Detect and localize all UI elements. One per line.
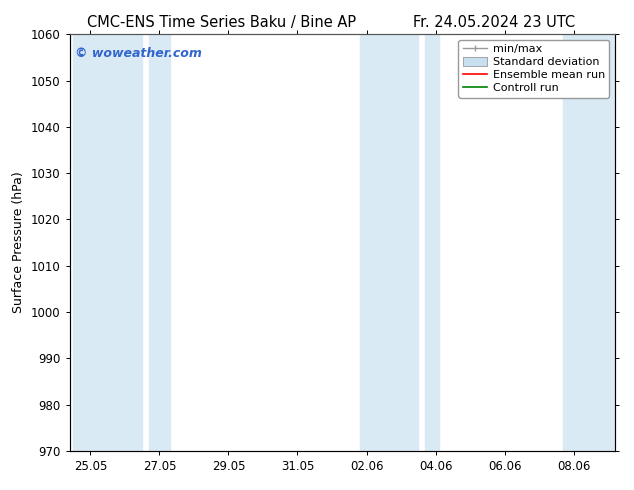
Y-axis label: Surface Pressure (hPa): Surface Pressure (hPa): [13, 172, 25, 314]
Text: Fr. 24.05.2024 23 UTC: Fr. 24.05.2024 23 UTC: [413, 15, 576, 30]
Bar: [73, 34, 142, 451]
Bar: [563, 34, 615, 451]
Text: CMC-ENS Time Series Baku / Bine AP: CMC-ENS Time Series Baku / Bine AP: [87, 15, 356, 30]
Legend: min/max, Standard deviation, Ensemble mean run, Controll run: min/max, Standard deviation, Ensemble me…: [458, 40, 609, 98]
Bar: [149, 34, 170, 451]
Bar: [359, 34, 418, 451]
Bar: [425, 34, 439, 451]
Text: © woweather.com: © woweather.com: [75, 47, 202, 60]
